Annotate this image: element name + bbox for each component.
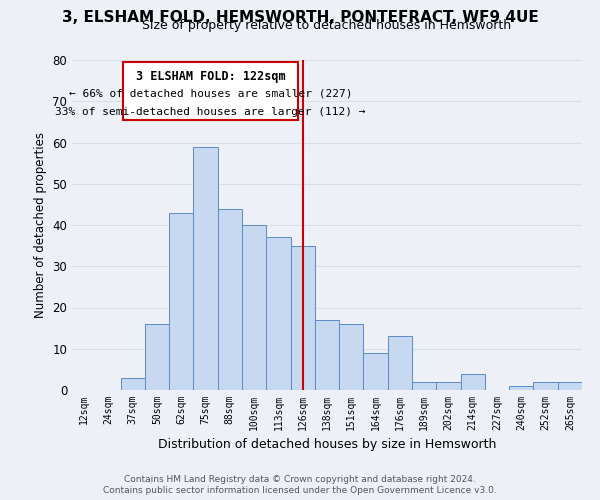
Bar	[145, 324, 169, 390]
Text: 3, ELSHAM FOLD, HEMSWORTH, PONTEFRACT, WF9 4UE: 3, ELSHAM FOLD, HEMSWORTH, PONTEFRACT, W…	[62, 10, 538, 25]
Bar	[121, 378, 145, 390]
Text: 33% of semi-detached houses are larger (112) →: 33% of semi-detached houses are larger (…	[55, 108, 365, 118]
Bar	[266, 238, 290, 390]
X-axis label: Distribution of detached houses by size in Hemsworth: Distribution of detached houses by size …	[158, 438, 496, 452]
Bar	[412, 382, 436, 390]
Bar	[218, 208, 242, 390]
Bar	[364, 353, 388, 390]
Text: Contains HM Land Registry data © Crown copyright and database right 2024.: Contains HM Land Registry data © Crown c…	[124, 475, 476, 484]
Bar	[436, 382, 461, 390]
Y-axis label: Number of detached properties: Number of detached properties	[34, 132, 47, 318]
Bar	[509, 386, 533, 390]
Bar	[169, 212, 193, 390]
Text: Contains public sector information licensed under the Open Government Licence v3: Contains public sector information licen…	[103, 486, 497, 495]
Bar	[315, 320, 339, 390]
Bar	[388, 336, 412, 390]
Bar	[193, 146, 218, 390]
Text: ← 66% of detached houses are smaller (227): ← 66% of detached houses are smaller (22…	[68, 89, 352, 99]
Text: 3 ELSHAM FOLD: 122sqm: 3 ELSHAM FOLD: 122sqm	[136, 70, 285, 84]
Bar	[533, 382, 558, 390]
Bar	[290, 246, 315, 390]
Bar	[242, 225, 266, 390]
Title: Size of property relative to detached houses in Hemsworth: Size of property relative to detached ho…	[142, 20, 512, 32]
Bar	[558, 382, 582, 390]
FancyBboxPatch shape	[123, 62, 298, 120]
Bar	[339, 324, 364, 390]
Bar	[461, 374, 485, 390]
